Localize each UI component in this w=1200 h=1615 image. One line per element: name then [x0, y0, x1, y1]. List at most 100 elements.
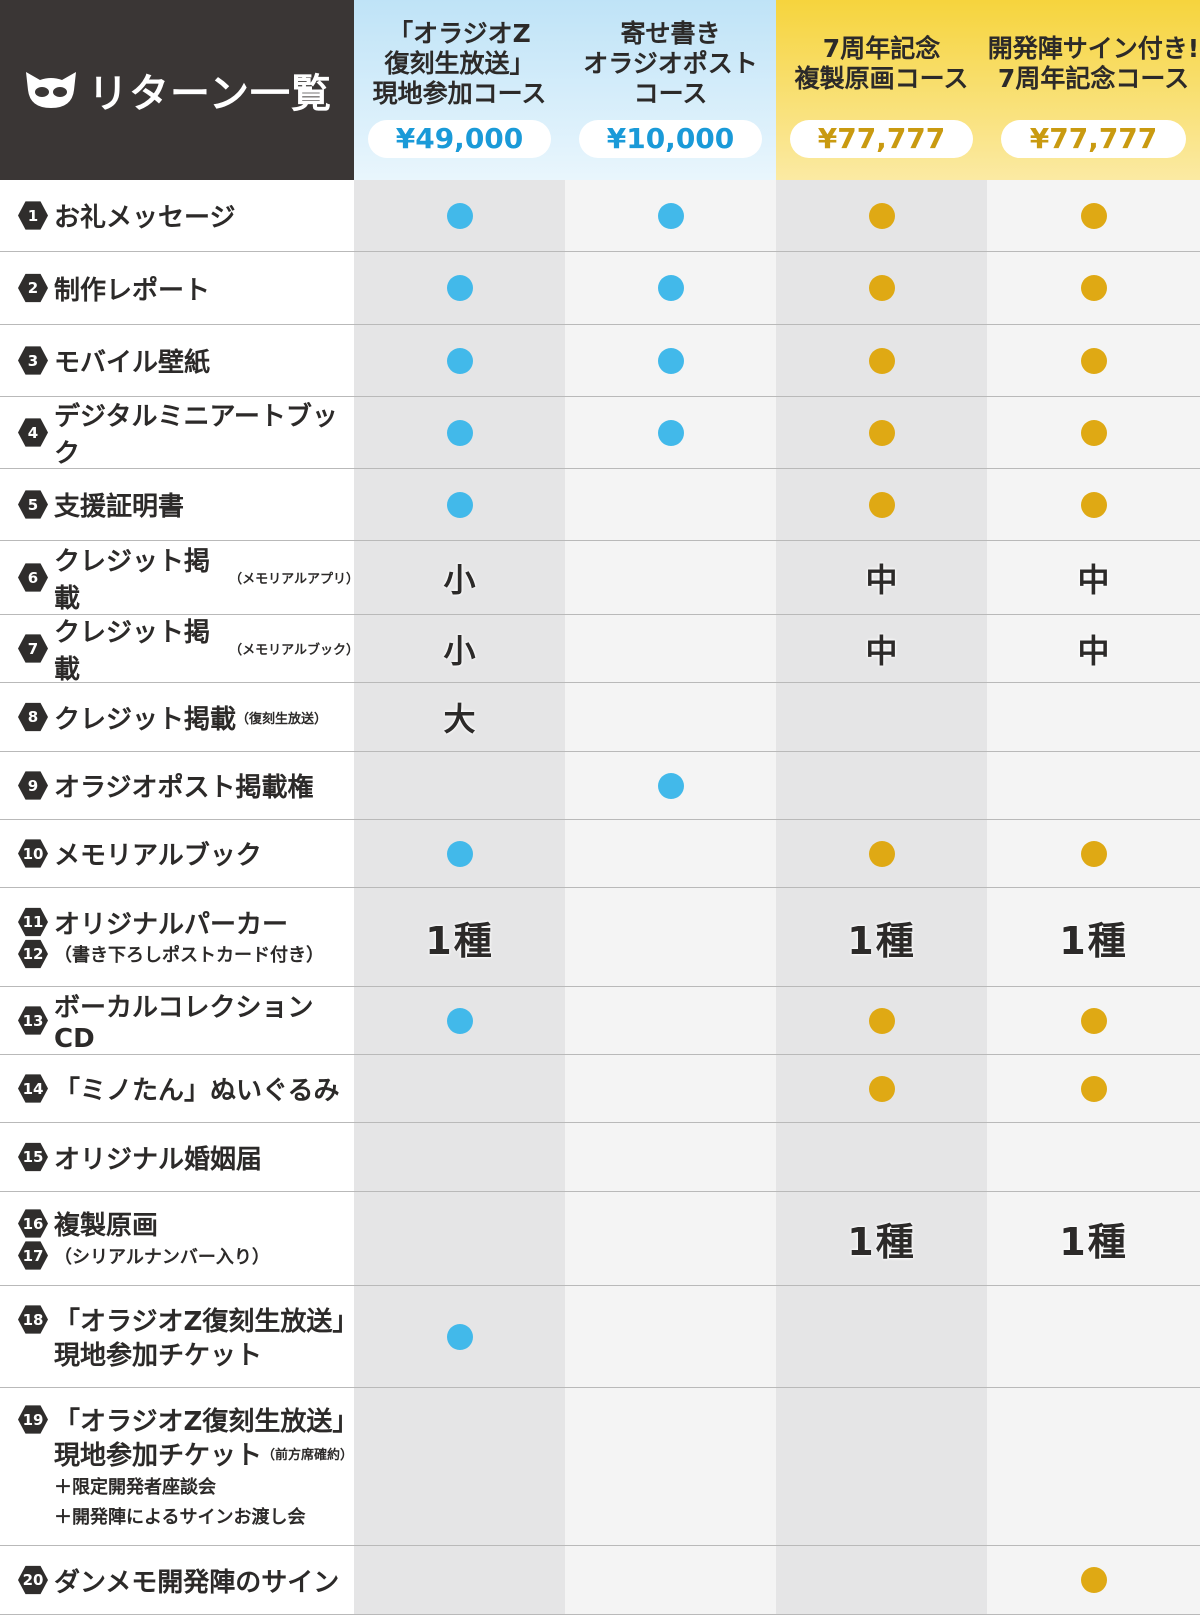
course-cell-4 [987, 987, 1200, 1054]
course-cell-1 [354, 397, 565, 468]
row-label-text: オリジナルパーカー [54, 909, 289, 940]
included-dot-icon [868, 840, 895, 867]
row-label-line: 5 支援証明書 [18, 488, 184, 522]
row-label-stack: 5 支援証明書 [18, 488, 184, 522]
course-cell-3 [776, 397, 987, 468]
row-label-stack: 14 「ミノたん」ぬいぐるみ [18, 1072, 339, 1106]
included-dot-icon [1080, 491, 1107, 518]
course-price: ¥77,777 [1001, 120, 1186, 158]
course-cell-1: 1種 [354, 888, 565, 986]
included-dot-icon [657, 202, 684, 229]
row-label: 3 モバイル壁紙 [18, 325, 354, 396]
included-dot-icon [1080, 347, 1107, 374]
course-cell-3: 中 [776, 615, 987, 682]
course-cell-1 [354, 252, 565, 324]
included-dot-icon [1080, 1075, 1107, 1102]
row-label-text: メモリアルブック [54, 841, 262, 871]
row-label-subtext: （書き下ろしポストカード付き） [54, 945, 324, 966]
included-dot-icon [1080, 840, 1107, 867]
row-label-text: オラジオポスト掲載権 [54, 773, 314, 803]
row-label: 5 支援証明書 [18, 469, 354, 540]
row-label: 8 クレジット掲載 （復刻生放送） [18, 683, 354, 751]
row-label-line: 現地参加チケット （前方席確約） [18, 1437, 354, 1471]
row-label-stack: 6 クレジット掲載 （メモリアルアプリ） [18, 547, 359, 614]
course-cell-2 [565, 397, 776, 468]
row-label-text: 「オラジオZ復刻生放送」 [54, 1407, 359, 1437]
row-label-line: 4 デジタルミニアートブック [18, 402, 354, 469]
row-label-subtext: ＋開発陣によるサインお渡し会 [54, 1506, 306, 1528]
course-header-3: 7周年記念 複製原画コース ¥77,777 [776, 0, 987, 180]
item-number-badge: 15 [18, 1142, 48, 1172]
included-dot-icon [657, 772, 684, 799]
cell-value: 中 [865, 631, 898, 670]
row-label-note: （前方席確約） [262, 1448, 354, 1463]
course-cell-2 [565, 987, 776, 1054]
cell-value: 小 [443, 560, 476, 599]
course-cell-1 [354, 1286, 565, 1387]
course-name-line: 7周年記念 [822, 34, 941, 63]
course-cell-1 [354, 1055, 565, 1122]
course-cell-4 [987, 397, 1200, 468]
row-label-stack: 3 モバイル壁紙 [18, 344, 210, 378]
course-cell-3: 中 [776, 541, 987, 614]
row-label: 15 オリジナル婚姻届 [18, 1123, 354, 1191]
included-dot-icon [868, 419, 895, 446]
included-dot-icon [446, 419, 473, 446]
course-cell-3 [776, 1546, 987, 1614]
course-price: ¥10,000 [579, 120, 762, 158]
row-label-stack: 18 「オラジオZ復刻生放送」 現地参加チケット [18, 1303, 358, 1371]
included-dot-icon [868, 202, 895, 229]
course-cell-4 [987, 1546, 1200, 1614]
row-label-text: ボーカルコレクションCD [54, 993, 314, 1054]
included-dot-icon [1080, 275, 1107, 301]
course-cell-1 [354, 1192, 565, 1285]
included-dot-icon [657, 275, 684, 301]
included-dot-icon [868, 347, 895, 374]
course-cell-2 [565, 683, 776, 751]
course-cell-4 [987, 820, 1200, 887]
course-cell-2 [565, 1286, 776, 1387]
course-cell-2 [565, 1546, 776, 1614]
table-row: 7 クレジット掲載 （メモリアルブック） 小 中 中 [0, 615, 1200, 685]
row-label-line: 1 お礼メッセージ [18, 199, 235, 233]
course-cell-1 [354, 752, 565, 819]
included-dot-icon [446, 840, 473, 867]
item-number-badge: 12 [18, 939, 48, 969]
cell-value: 1種 [1059, 918, 1128, 963]
course-cell-3 [776, 469, 987, 540]
course-cell-4 [987, 752, 1200, 819]
course-name: 開発陣サイン付き! 7周年記念コース [987, 14, 1200, 114]
course-cell-1: 小 [354, 615, 565, 682]
course-cell-2 [565, 469, 776, 540]
course-cell-2 [565, 252, 776, 324]
row-label-stack: 19 「オラジオZ復刻生放送」 現地参加チケット （前方席確約） ＋限定開発者座談会 ＋開… [18, 1403, 359, 1531]
row-label-line: 9 オラジオポスト掲載権 [18, 769, 313, 803]
item-number-badge: 5 [18, 490, 48, 519]
course-name-line: 開発陣サイン付き! [987, 34, 1200, 63]
included-dot-icon [657, 347, 684, 374]
row-label: 9 オラジオポスト掲載権 [18, 752, 354, 819]
item-number-badge: 8 [18, 702, 48, 732]
row-label-note: （メモリアルブック） [229, 643, 359, 658]
course-cell-3 [776, 252, 987, 324]
course-cell-4 [987, 180, 1200, 251]
row-label-stack: 7 クレジット掲載 （メモリアルブック） [18, 618, 359, 685]
cell-value: 中 [865, 560, 898, 599]
course-name-line: 現地参加コース [372, 79, 547, 108]
row-label-line: 15 オリジナル婚姻届 [18, 1140, 262, 1175]
row-label-stack: 4 デジタルミニアートブック [18, 402, 354, 469]
included-dot-icon [868, 1007, 895, 1034]
included-dot-icon [446, 491, 473, 518]
row-label-text: デジタルミニアートブック [54, 401, 338, 469]
row-label-text: 現地参加チケット [54, 1441, 263, 1471]
course-cell-1 [354, 820, 565, 887]
row-label-stack: 20 ダンメモ開発陣のサイン [18, 1563, 339, 1598]
row-label-text: 複製原画 [54, 1211, 159, 1241]
cell-value: 中 [1077, 631, 1110, 670]
course-cell-1: 大 [354, 683, 565, 751]
row-label-line: 11 オリジナルパーカー [18, 905, 324, 940]
row-label-subtext: ＋限定開発者座談会 [54, 1476, 216, 1498]
course-cell-2 [565, 820, 776, 887]
included-dot-icon [868, 1075, 895, 1102]
item-number-badge: 4 [18, 418, 48, 447]
